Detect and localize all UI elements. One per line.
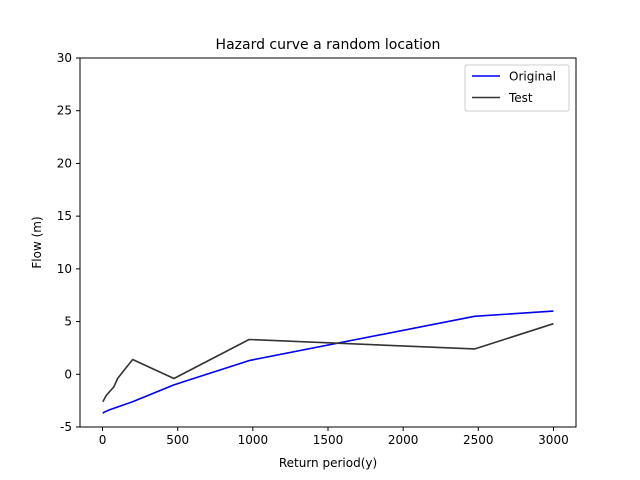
y-tick-label: 30 [57, 51, 72, 65]
y-axis-ticks: -5 0 5 10 15 20 25 30 [57, 51, 80, 434]
x-axis-label: Return period(y) [279, 456, 377, 470]
x-tick-label: 500 [166, 433, 189, 447]
chart-title: Hazard curve a random location [216, 37, 441, 53]
series-line-original [102, 310, 554, 414]
x-tick-label: 0 [99, 433, 107, 447]
x-tick-label: 2000 [388, 433, 419, 447]
y-tick-label: 5 [64, 315, 72, 329]
x-tick-label: 2500 [463, 433, 494, 447]
series-line-test [102, 322, 554, 403]
x-tick-label: 1500 [313, 433, 344, 447]
legend: Original Test [464, 64, 570, 112]
x-axis-ticks: 0 500 1000 1500 2000 2500 3000 [99, 427, 569, 447]
y-tick-label: 15 [57, 209, 72, 223]
y-tick-label: 20 [57, 156, 72, 170]
plot-area-frame [79, 57, 577, 428]
legend-label-original: Original [509, 70, 556, 84]
series-layer [102, 310, 554, 414]
y-tick-label: -5 [60, 420, 72, 434]
y-axis-label: Flow (m) [30, 216, 44, 268]
y-tick-label: 0 [64, 367, 72, 381]
y-tick-label: 10 [57, 262, 72, 276]
x-tick-label: 3000 [538, 433, 569, 447]
y-tick-label: 25 [57, 104, 72, 118]
x-tick-label: 1000 [238, 433, 269, 447]
legend-label-test: Test [508, 91, 533, 105]
